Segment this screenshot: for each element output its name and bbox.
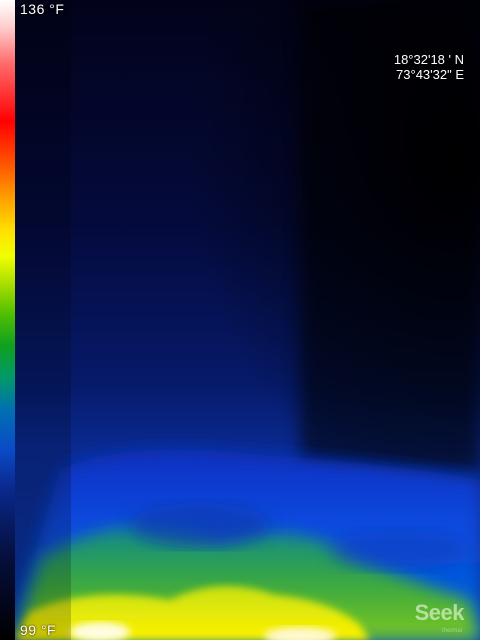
latitude-label: 18°32'18 ' N — [394, 52, 464, 67]
seek-logo: Seek — [415, 600, 464, 626]
min-temperature-label: 99 °F — [20, 622, 56, 638]
longitude-label: 73°43'32" E — [394, 67, 464, 82]
max-temperature-label: 136 °F — [20, 1, 64, 17]
scale-overlay-strip — [15, 0, 71, 640]
gps-coordinates: 18°32'18 ' N 73°43'32" E — [394, 52, 464, 82]
seek-logo-subtext: thermal — [442, 628, 462, 634]
temperature-scale-bar — [0, 0, 15, 640]
